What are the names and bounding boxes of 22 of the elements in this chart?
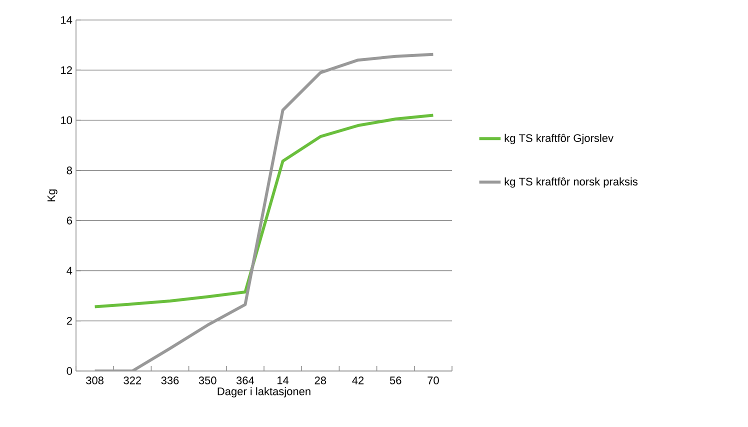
y-tick-label: 2 [66,317,72,325]
x-tick-label: 56 [390,376,402,384]
y-tick-label: 12 [61,66,72,74]
y-tick-label: 4 [66,266,72,274]
x-tick-label: 308 [86,376,104,384]
x-axis-title: Dager i laktasjonen [218,387,310,398]
x-tick-label: 14 [278,376,289,384]
legend-label: kg TS kraftfôr norsk praksis [504,177,638,188]
y-tick-label: 10 [61,116,72,124]
x-tick-label: 28 [314,376,326,384]
legend-label: kg TS kraftfôr Gjorslev [504,134,614,144]
y-tick-label: 0 [66,367,72,375]
y-axis-title: Kg [48,189,58,202]
x-tick-label: 350 [198,376,216,384]
y-tick-label: 6 [66,216,72,224]
x-tick-label: 364 [236,376,254,384]
y-tick-label: 8 [66,166,72,174]
x-tick-label: 42 [352,376,364,384]
x-tick-label: 322 [124,376,142,384]
x-tick-label: 336 [161,376,179,384]
y-tick-label: 14 [61,16,72,24]
x-tick-label: 70 [428,376,439,384]
